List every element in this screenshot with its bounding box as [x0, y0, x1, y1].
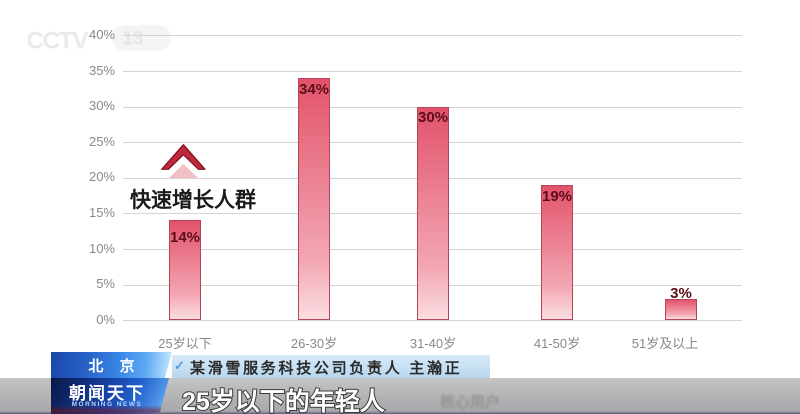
- svg-text:13: 13: [122, 28, 143, 49]
